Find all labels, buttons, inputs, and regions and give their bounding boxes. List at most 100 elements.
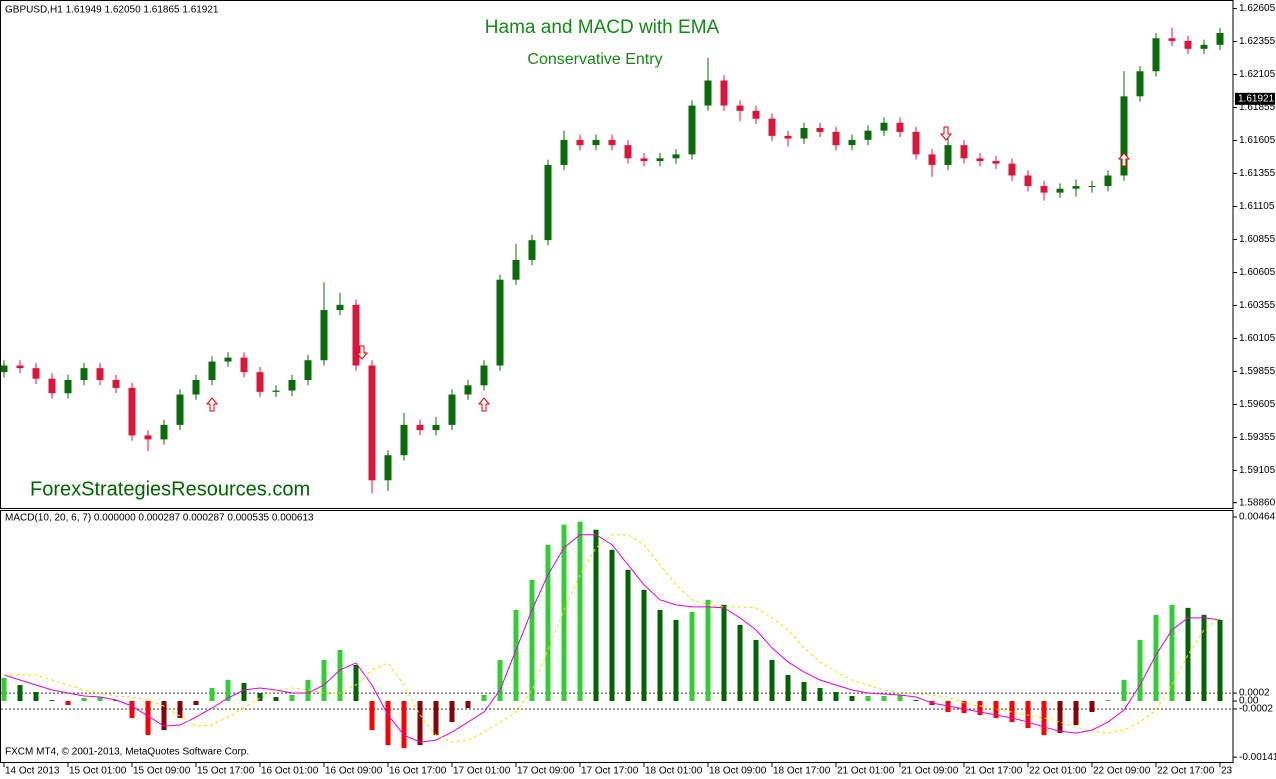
y-tick-label: 0.00	[1239, 696, 1259, 707]
up-arrow	[205, 397, 219, 412]
candle-body	[1152, 38, 1160, 72]
histogram-bar	[193, 701, 199, 706]
histogram-bar	[1121, 679, 1127, 702]
histogram-bar	[657, 609, 663, 702]
y-tick-label: 1.59105	[1239, 465, 1276, 476]
candle-body	[928, 154, 936, 165]
histogram-bar	[481, 695, 487, 702]
candle-body	[432, 424, 440, 431]
histogram-bar	[17, 685, 23, 702]
candle-body	[896, 122, 904, 132]
candle-body	[656, 158, 664, 161]
histogram-bar	[593, 529, 599, 702]
plot-area: 14 Oct 2013 15 Oct 01:00 15 Oct 09:00 15 Oc…	[0, 27, 1233, 777]
candle-body	[960, 145, 968, 159]
x-tick-label: 21 Oct 17:00	[965, 766, 1023, 777]
x-tick-label: 22 Oct 01:00	[1029, 766, 1087, 777]
histogram-bar	[305, 679, 311, 702]
candle-body	[736, 105, 744, 111]
candle-body	[176, 394, 184, 425]
candle-body	[1056, 188, 1064, 193]
x-tick-label: 15 Oct 01:00	[69, 766, 127, 777]
histogram-bar	[1105, 700, 1111, 702]
histogram-bar	[1, 678, 7, 702]
indicator-line	[4, 534, 1221, 743]
candle-body	[608, 139, 616, 146]
histogram-bar	[529, 579, 535, 702]
x-tick-label: 17 Oct 17:00	[581, 766, 639, 777]
candle-body	[288, 380, 296, 391]
histogram-bar	[65, 701, 71, 706]
y-tick-label: 1.61605	[1239, 135, 1276, 146]
histogram-bar	[209, 687, 215, 702]
candle-body	[832, 131, 840, 146]
histogram-bar	[129, 701, 135, 719]
histogram-bar	[833, 692, 839, 702]
histogram-bar	[273, 697, 279, 702]
price-pane-frame	[0, 0, 1234, 509]
candle-body	[112, 380, 120, 388]
histogram-bar	[1201, 614, 1207, 702]
histogram-bar	[961, 701, 967, 714]
candle-body	[544, 164, 552, 241]
histogram-bar	[1009, 701, 1015, 723]
histogram-bar	[1217, 619, 1223, 702]
down-arrow	[355, 345, 369, 360]
histogram-bar	[417, 701, 423, 746]
candle-body	[800, 127, 808, 139]
y-tick-label: 1.62605	[1239, 3, 1276, 14]
candle-body	[512, 259, 520, 280]
candle-body	[1040, 186, 1048, 193]
histogram-bar	[673, 619, 679, 702]
histogram-bar	[577, 521, 583, 702]
histogram-bar	[817, 687, 823, 702]
y-tick-label: 1.60355	[1239, 300, 1276, 311]
histogram-bar	[81, 698, 87, 702]
histogram-bar	[897, 695, 903, 702]
candle-body	[480, 365, 488, 386]
candle-body	[688, 105, 696, 155]
histogram-bar	[225, 679, 231, 702]
histogram-bar	[145, 701, 151, 736]
histogram-bar	[881, 695, 887, 702]
candle-body	[848, 139, 856, 146]
candle-body	[336, 304, 344, 311]
candle-body	[1200, 44, 1208, 49]
candle-body	[160, 424, 168, 440]
candle-body	[304, 360, 312, 381]
histogram-bar	[177, 701, 183, 719]
candle-body	[1216, 32, 1224, 45]
candle-body	[864, 130, 872, 140]
histogram-bar	[913, 700, 919, 702]
chart-subtitle: Conservative Entry	[527, 51, 662, 68]
y-tick-label: 1.59605	[1239, 399, 1276, 410]
chart-title: Hama and MACD with EMA	[485, 17, 720, 38]
histogram-bar	[865, 695, 871, 702]
histogram-bar	[1185, 607, 1191, 702]
y-tick-label: 0.0002	[1239, 688, 1270, 699]
candle-body	[320, 310, 328, 361]
histogram-bar	[609, 549, 615, 702]
x-tick-label: 16 Oct 01:00	[261, 766, 319, 777]
histogram-bar	[289, 695, 295, 702]
histogram-bar	[161, 701, 167, 731]
candle-body	[416, 424, 424, 431]
candle-body	[1136, 71, 1144, 97]
histogram-bar	[449, 701, 455, 723]
candle-body	[144, 435, 152, 440]
candle-body	[880, 122, 888, 131]
histogram-bar	[705, 599, 711, 702]
candle-body	[1088, 186, 1096, 188]
candle-body	[16, 365, 24, 369]
candle-body	[528, 240, 536, 260]
histogram-bar	[1057, 701, 1063, 734]
x-tick-label: 18 Oct 09:00	[709, 766, 767, 777]
histogram-bar	[257, 693, 263, 702]
up-arrow	[1117, 152, 1131, 167]
signal-arrows	[205, 126, 1131, 412]
candle-body	[32, 368, 40, 379]
histogram-bar	[641, 589, 647, 702]
y-tick-label: 1.61105	[1239, 201, 1275, 212]
x-tick-label: 22 Oct 09:00	[1093, 766, 1151, 777]
